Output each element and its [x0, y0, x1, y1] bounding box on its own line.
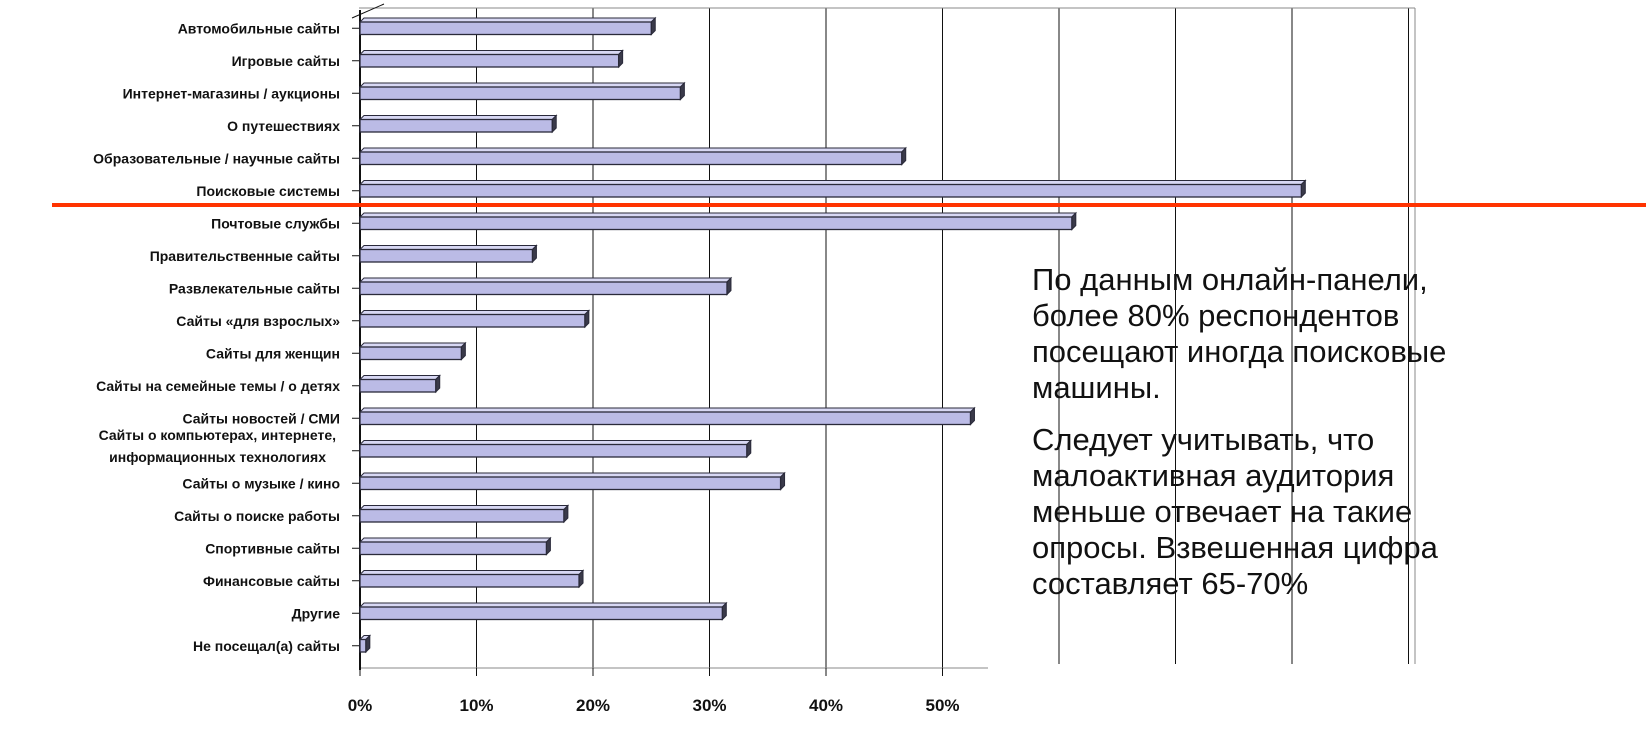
x-tick-label: 20%	[576, 696, 610, 715]
bar	[359, 573, 580, 588]
bar	[359, 183, 1302, 198]
category-label: Образовательные / научные сайты	[93, 150, 340, 166]
bar	[359, 638, 367, 653]
category-label: Почтовые службы	[211, 215, 340, 231]
x-tick-label: 10%	[459, 696, 493, 715]
category-label: Сайты о музыке / кино	[182, 475, 340, 491]
category-label: Сайты для женщин	[206, 345, 340, 361]
bar	[359, 541, 548, 556]
annotation-paragraph-1: По данным онлайн-панели, более 80% респон…	[1032, 262, 1447, 405]
bar	[359, 346, 463, 361]
axis-depth-line	[351, 3, 385, 19]
annotation-paragraph-2: Следует учитывать, что малоактивная аудит…	[1032, 422, 1438, 601]
category-label: Интернет-магазины / аукционы	[123, 85, 340, 101]
x-tick-label: 0%	[348, 696, 373, 715]
bar	[359, 86, 682, 101]
bar	[359, 53, 620, 68]
bar	[359, 411, 972, 426]
category-label: Спортивные сайты	[205, 540, 340, 556]
category-label: Поисковые системы	[196, 183, 340, 199]
category-label: Сайты новостей / СМИ	[182, 410, 340, 426]
bar	[359, 443, 748, 458]
bar	[359, 151, 903, 166]
bar	[359, 378, 437, 393]
annotation-backdrop	[988, 664, 1418, 724]
category-label: Сайты о поиске работы	[174, 508, 340, 524]
category-label: Финансовые сайты	[203, 573, 340, 589]
category-label: Другие	[292, 605, 341, 621]
category-label: Развлекательные сайты	[169, 280, 340, 296]
bar	[359, 606, 723, 621]
x-tick-label: 30%	[692, 696, 726, 715]
category-label: Правительственные сайты	[150, 248, 340, 264]
category-label: Сайты о компьютерах, интернете,	[99, 427, 336, 443]
category-label: Сайты «для взрослых»	[176, 313, 340, 329]
bar	[359, 21, 652, 36]
bar	[359, 508, 565, 523]
annotation-text: По данным онлайн-панели, более 80% респон…	[1032, 262, 1646, 602]
category-label: Не посещал(а) сайты	[193, 638, 340, 654]
category-label: информационных технологиях	[109, 449, 326, 465]
category-label: Сайты на семейные темы / о детях	[96, 378, 340, 394]
bar	[359, 216, 1073, 231]
bar	[359, 476, 782, 491]
bar	[359, 281, 728, 296]
x-tick-label: 50%	[925, 696, 959, 715]
category-label: Игровые сайты	[232, 53, 340, 69]
category-label: Автомобильные сайты	[178, 20, 340, 36]
bar	[359, 118, 553, 133]
bar	[359, 248, 534, 263]
bar	[359, 313, 586, 328]
category-label: О путешествиях	[227, 118, 340, 134]
x-tick-label: 40%	[809, 696, 843, 715]
